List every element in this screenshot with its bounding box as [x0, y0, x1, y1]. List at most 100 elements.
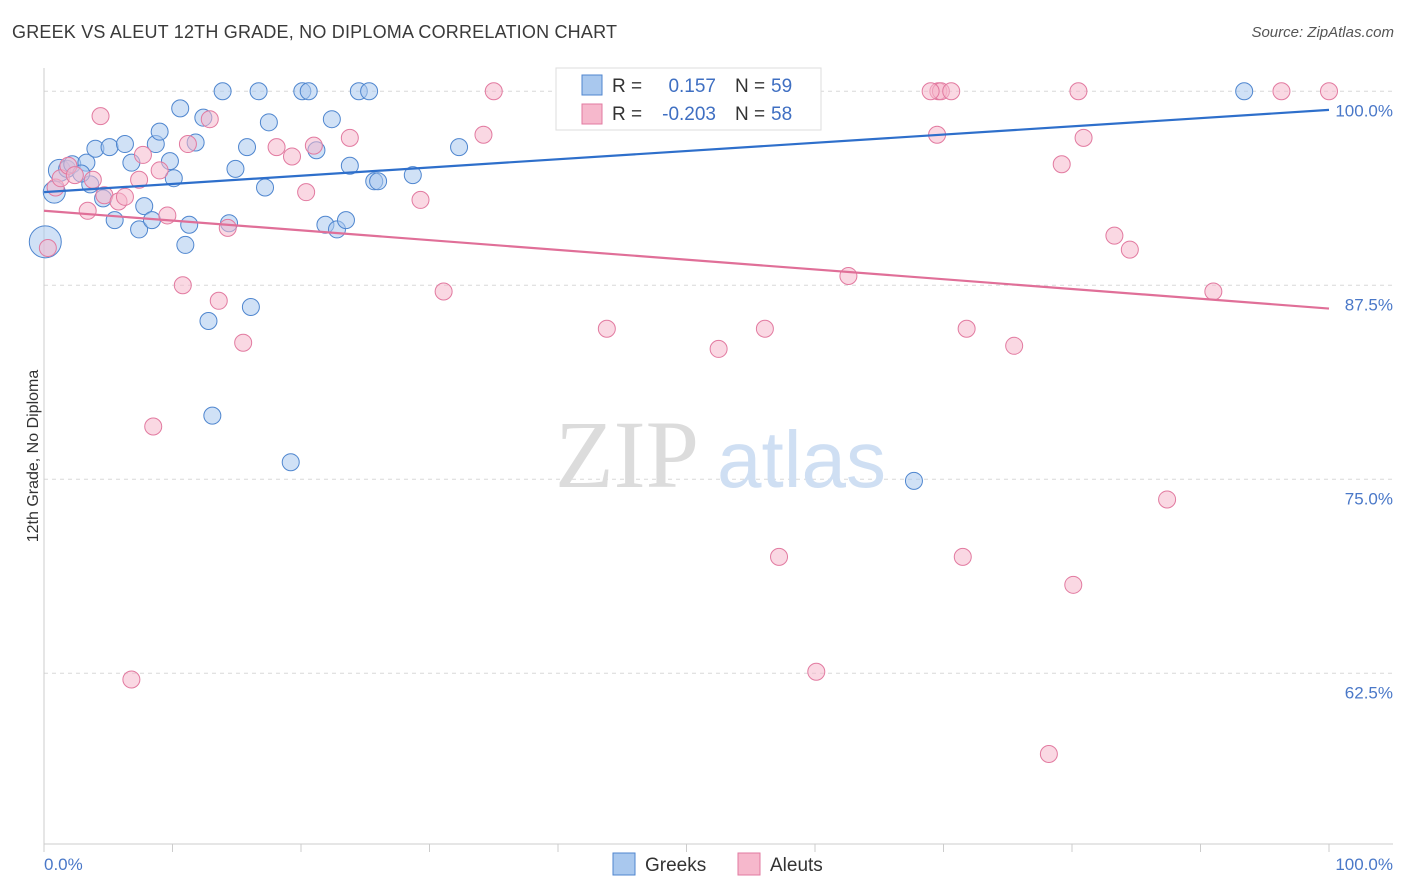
- aleuts-point: [957, 319, 976, 338]
- legend-r-label-aleuts: R =: [612, 104, 642, 125]
- aleuts-point: [1272, 82, 1291, 101]
- greeks-point: [213, 82, 232, 101]
- greeks-point: [130, 220, 149, 239]
- aleuts-point: [597, 319, 616, 338]
- aleuts-point: [133, 145, 152, 164]
- aleuts-point: [1064, 575, 1083, 594]
- aleuts-point: [434, 282, 453, 301]
- greeks-point: [369, 172, 388, 191]
- aleuts-point: [150, 161, 169, 180]
- greeks-point: [100, 138, 119, 157]
- legend-n-label-greeks: N =: [735, 76, 765, 97]
- aleuts-point: [283, 147, 302, 166]
- x-ticks: [43, 844, 1330, 852]
- legend-r-value-aleuts: -0.203: [662, 104, 716, 125]
- aleuts-point: [78, 201, 97, 220]
- greeks-point: [340, 156, 359, 175]
- greeks-point: [450, 138, 469, 157]
- legend-swatch-greeks: [581, 74, 603, 96]
- greeks-point: [180, 215, 199, 234]
- trend-lines: [43, 108, 1330, 310]
- aleuts-point: [474, 125, 493, 144]
- aleuts-point: [484, 82, 503, 101]
- chart-title: GREEK VS ALEUT 12TH GRADE, NO DIPLOMA CO…: [12, 22, 618, 42]
- aleuts-point: [144, 417, 163, 436]
- axes: [43, 68, 1393, 845]
- greeks-point: [105, 211, 124, 230]
- greeks-trend-line: [43, 108, 1330, 194]
- aleuts-point: [122, 670, 141, 689]
- aleuts-point: [91, 107, 110, 126]
- aleuts-point: [38, 239, 57, 258]
- y-tick-label: 87.5%: [1345, 295, 1393, 314]
- aleuts-point: [1120, 240, 1139, 259]
- y-tick-labels: 100.0% 87.5% 75.0% 62.5%: [1335, 101, 1393, 702]
- aleuts-point: [130, 170, 149, 189]
- legend-n-label-aleuts: N =: [735, 104, 765, 125]
- aleuts-point: [200, 110, 219, 129]
- greeks-point: [281, 453, 300, 472]
- aleuts-point: [942, 82, 961, 101]
- greeks-point: [299, 82, 318, 101]
- aleuts-point: [755, 319, 774, 338]
- series-legend-swatch-aleuts: [737, 852, 761, 876]
- aleuts-point: [1039, 744, 1058, 763]
- series-legend-label-aleuts: Aleuts: [770, 855, 823, 876]
- greeks-point: [322, 110, 341, 129]
- aleuts-point: [83, 170, 102, 189]
- greeks-point: [203, 406, 222, 425]
- series-legend: Greeks Aleuts: [612, 852, 823, 876]
- greeks-point: [164, 169, 183, 188]
- legend-swatch-aleuts: [581, 103, 603, 125]
- legend-n-value-greeks: 59: [771, 76, 792, 97]
- greeks-point: [171, 99, 190, 118]
- x-tick-label-min: 0.0%: [44, 855, 83, 874]
- greeks-point: [259, 113, 278, 132]
- greeks-point: [403, 166, 422, 185]
- aleuts-point: [839, 266, 858, 285]
- aleuts-point: [173, 276, 192, 295]
- aleuts-point: [411, 190, 430, 209]
- legend-n-value-aleuts: 58: [771, 104, 792, 125]
- aleuts-trend-line: [43, 209, 1330, 310]
- aleuts-point: [304, 136, 323, 155]
- stats-legend: R = 0.157 N = 59 R = -0.203 N = 58: [555, 67, 822, 131]
- aleuts-point: [1158, 490, 1177, 509]
- aleuts-point: [1105, 226, 1124, 245]
- greeks-point: [249, 82, 268, 101]
- greeks-point: [199, 311, 218, 330]
- greeks-point: [115, 135, 134, 154]
- greeks-point: [904, 471, 923, 490]
- aleuts-point: [1320, 82, 1338, 101]
- greeks-point: [176, 235, 195, 254]
- watermark-atlas: atlas: [717, 415, 886, 504]
- source-label: Source: ZipAtlas.com: [1251, 24, 1394, 41]
- aleuts-point: [1052, 155, 1071, 174]
- aleuts-point: [340, 128, 359, 147]
- aleuts-point: [1204, 282, 1223, 301]
- watermark-zip: ZIP: [555, 401, 699, 508]
- series-legend-swatch-greeks: [612, 852, 636, 876]
- y-axis-title: 12th Grade, No Diploma: [25, 370, 42, 543]
- greeks-point: [241, 298, 260, 317]
- greeks-point: [360, 82, 379, 101]
- greeks-point: [256, 178, 275, 197]
- y-tick-label: 62.5%: [1345, 683, 1393, 702]
- greeks-point: [135, 197, 154, 216]
- aleuts-point: [65, 166, 84, 185]
- greeks-point: [150, 122, 169, 141]
- greeks-point: [238, 138, 257, 157]
- greeks-point: [226, 159, 245, 178]
- aleuts-point: [234, 333, 253, 352]
- aleuts-point: [1074, 128, 1093, 147]
- aleuts-point: [953, 547, 972, 566]
- aleuts-point: [1005, 336, 1024, 355]
- series-legend-label-greeks: Greeks: [645, 855, 706, 876]
- y-tick-label: 100.0%: [1335, 101, 1393, 120]
- aleuts-point: [770, 547, 789, 566]
- aleuts-point: [1069, 82, 1088, 101]
- legend-r-value-greeks: 0.157: [668, 76, 716, 97]
- y-tick-label: 75.0%: [1345, 489, 1393, 508]
- aleuts-point: [709, 339, 728, 358]
- aleuts-point: [921, 82, 940, 101]
